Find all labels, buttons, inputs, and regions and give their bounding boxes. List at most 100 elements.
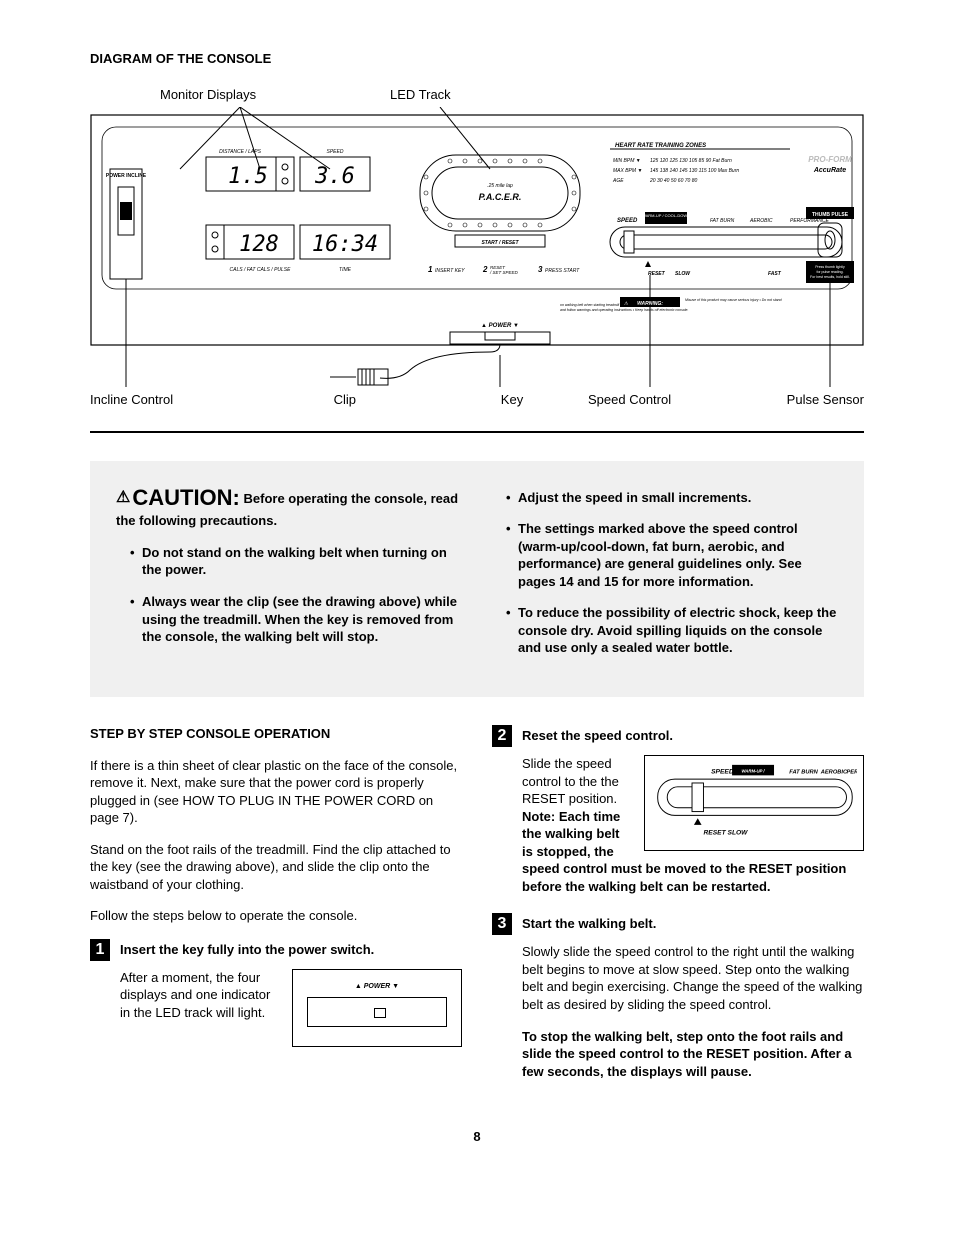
- svg-text:AEROBIC: AEROBIC: [820, 769, 848, 775]
- svg-text:SPEED: SPEED: [617, 218, 638, 224]
- step-2-figure: SPEED WARM-UP / FAT BURN AEROBIC PERF RE…: [644, 755, 864, 851]
- svg-text:2: 2: [482, 265, 488, 274]
- svg-text:THUMB PULSE: THUMB PULSE: [812, 212, 849, 218]
- svg-text:DISTANCE / LAPS: DISTANCE / LAPS: [219, 149, 262, 155]
- caution-heading: ⚠CAUTION: Before operating the console, …: [116, 483, 462, 530]
- svg-text:Press thumb lightly: Press thumb lightly: [815, 265, 845, 269]
- step-1-body: After a moment, the four displays and on…: [90, 969, 462, 1047]
- svg-text:128: 128: [239, 232, 279, 257]
- svg-text:WARM-UP / COOL-DOWN: WARM-UP / COOL-DOWN: [642, 213, 690, 218]
- svg-text:3: 3: [538, 265, 543, 274]
- svg-text:AGE: AGE: [612, 178, 624, 184]
- svg-text:20 30 40 50 60: 20 30 40 50 60 70 80: [649, 178, 697, 184]
- step-2-text-c: speed control must be moved to the RESET…: [522, 861, 846, 894]
- svg-text:125 120 125 130 105: 125 120 125 130 105 85 90 Fat Burn: [650, 158, 732, 164]
- svg-text:3.6: 3.6: [314, 164, 355, 189]
- warning-icon: ⚠: [116, 489, 130, 506]
- step-2-body: Slide the speed control to the the RESET…: [492, 755, 864, 895]
- svg-text:▲ POWER ▼: ▲ POWER ▼: [481, 323, 519, 329]
- step-2-head: 2 Reset the speed control.: [492, 725, 864, 747]
- svg-text:START / RESET: START / RESET: [481, 240, 519, 246]
- svg-text:for pulse reading.: for pulse reading.: [816, 270, 843, 274]
- brand-thumb: PRO-FORM AccuRate THUMB PULSE Press thum…: [806, 155, 854, 387]
- label-clip: Clip: [226, 391, 356, 409]
- svg-text:PRESS START: PRESS START: [545, 268, 580, 274]
- console-svg: POWER INCLINE 1.5 DISTANCE / LAPS 3.6 SP…: [90, 107, 864, 387]
- caution-item: The settings marked above the speed cont…: [506, 520, 838, 590]
- diagram-bottom-labels: Incline Control Clip Key Speed Control P…: [90, 391, 864, 421]
- caution-item: Do not stand on the walking belt when tu…: [130, 544, 462, 579]
- label-key: Key: [382, 391, 562, 409]
- svg-text:AccuRate: AccuRate: [813, 167, 846, 174]
- caution-list-left: Do not stand on the walking belt when tu…: [116, 544, 462, 646]
- svg-text:MAX BPM ▼: MAX BPM ▼: [613, 168, 642, 174]
- step-1-title: Insert the key fully into the power swit…: [120, 939, 374, 959]
- svg-text:WARM-UP /: WARM-UP /: [741, 769, 765, 774]
- step-3-para-bold: To stop the walking belt, step onto the …: [522, 1028, 864, 1081]
- svg-text:and follow warnings and operat: and follow warnings and operating instru…: [560, 308, 688, 312]
- label-speed-control: Speed Control: [588, 391, 728, 409]
- console-diagram: Monitor Displays LED Track POWER INCLINE…: [90, 86, 864, 421]
- svg-text:For best results, hold still.: For best results, hold still.: [810, 275, 850, 279]
- step-1-figure: ▲ POWER ▼: [292, 969, 462, 1047]
- svg-text:FAST: FAST: [768, 271, 782, 277]
- label-monitor-displays: Monitor Displays: [160, 86, 390, 104]
- intro-para: Stand on the foot rails of the treadmill…: [90, 841, 462, 894]
- svg-text:SPEED: SPEED: [327, 149, 344, 155]
- svg-text:Misuse of this product may cau: Misuse of this product may cause serious…: [685, 298, 783, 302]
- svg-text:AEROBIC: AEROBIC: [749, 218, 773, 224]
- svg-text:RESET: RESET: [648, 271, 666, 277]
- step-3-body: Slowly slide the speed control to the ri…: [492, 943, 864, 1080]
- label-incline-control: Incline Control: [90, 391, 200, 409]
- svg-text:on walking belt when starting: on walking belt when starting treadmill …: [560, 303, 654, 307]
- step-3-title: Start the walking belt.: [522, 913, 656, 933]
- led-track: .25 mile lap P.A.C.E.R. START / RESET 1 …: [420, 155, 580, 275]
- section-title: DIAGRAM OF THE CONSOLE: [90, 50, 864, 68]
- svg-text:MIN BPM ▼: MIN BPM ▼: [613, 158, 641, 164]
- step-number-icon: 2: [492, 725, 512, 747]
- svg-text:FAT BURN: FAT BURN: [789, 769, 818, 775]
- svg-text:/ SET SPEED: / SET SPEED: [489, 270, 519, 275]
- lcd-cluster: 1.5 DISTANCE / LAPS 3.6 SPEED 128 CALS /…: [206, 149, 390, 273]
- hr-zones: HEART RATE TRAINING ZONES MIN BPM ▼ 125 …: [610, 143, 790, 184]
- svg-text:RESET SLOW: RESET SLOW: [703, 829, 748, 836]
- svg-text:SLOW: SLOW: [675, 271, 691, 277]
- step-2-title: Reset the speed control.: [522, 725, 673, 745]
- svg-text:INSERT KEY: INSERT KEY: [435, 268, 465, 274]
- diagram-top-labels: Monitor Displays LED Track: [90, 86, 864, 104]
- svg-text:HEART RATE TRAINING ZONES: HEART RATE TRAINING ZONES: [615, 143, 706, 149]
- power-incline-label: POWER INCLINE: [106, 173, 147, 179]
- svg-text:16:34: 16:34: [312, 232, 378, 257]
- step-3-para: Slowly slide the speed control to the ri…: [522, 943, 864, 1013]
- caution-word: CAUTION:: [132, 485, 240, 510]
- caution-list-right: Adjust the speed in small increments. Th…: [492, 489, 838, 657]
- intro-para: If there is a thin sheet of clear plasti…: [90, 757, 462, 827]
- power-label: ▲ POWER ▼: [299, 982, 455, 991]
- step-section-title: STEP BY STEP CONSOLE OPERATION: [90, 725, 462, 743]
- svg-text:TIME: TIME: [339, 267, 352, 273]
- step-3-head: 3 Start the walking belt.: [492, 913, 864, 935]
- svg-text:PRO-FORM: PRO-FORM: [808, 155, 852, 164]
- svg-text:PERF: PERF: [846, 769, 857, 775]
- svg-text:145 138 140 145 130: 145 138 140 145 130 115 100 Max Burn: [650, 168, 739, 174]
- caution-box: ⚠CAUTION: Before operating the console, …: [90, 461, 864, 697]
- step-1-text: After a moment, the four displays and on…: [120, 969, 278, 1022]
- step-number-icon: 3: [492, 913, 512, 935]
- intro-para: Follow the steps below to operate the co…: [90, 907, 462, 925]
- svg-text:CALS / FAT CALS / PULSE: CALS / FAT CALS / PULSE: [230, 267, 292, 273]
- divider: [90, 431, 864, 433]
- svg-text:.25 mile lap: .25 mile lap: [487, 183, 513, 189]
- caution-item: Always wear the clip (see the drawing ab…: [130, 593, 462, 646]
- step-number-icon: 1: [90, 939, 110, 961]
- label-led-track: LED Track: [390, 86, 451, 104]
- svg-text:P.A.C.E.R.: P.A.C.E.R.: [479, 192, 522, 202]
- svg-text:SPEED: SPEED: [711, 768, 734, 775]
- svg-text:FAT BURN: FAT BURN: [710, 218, 735, 224]
- svg-text:1: 1: [428, 265, 433, 274]
- page-number: 8: [90, 1128, 864, 1146]
- step-section: STEP BY STEP CONSOLE OPERATION If there …: [90, 725, 864, 1098]
- step-2-text-a: Slide the speed control to the the RESET…: [522, 755, 630, 860]
- caution-item: Adjust the speed in small increments.: [506, 489, 838, 507]
- caution-item: To reduce the possibility of electric sh…: [506, 604, 838, 657]
- step-1-head: 1 Insert the key fully into the power sw…: [90, 939, 462, 961]
